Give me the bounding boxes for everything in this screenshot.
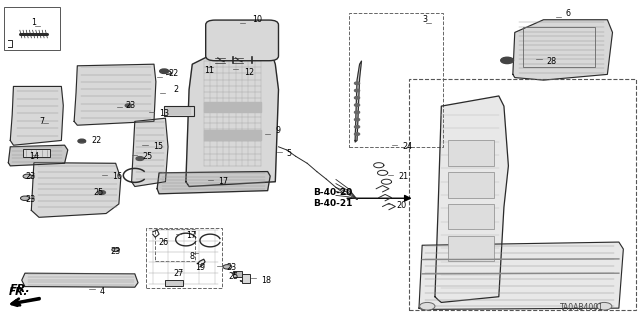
- Text: 22: 22: [92, 136, 102, 145]
- Text: 18: 18: [261, 276, 271, 285]
- Text: 3: 3: [422, 15, 427, 24]
- Text: 12: 12: [244, 68, 255, 77]
- Text: 23: 23: [25, 173, 35, 182]
- Bar: [242, 274, 250, 283]
- Text: FR.: FR.: [9, 287, 28, 297]
- Polygon shape: [22, 273, 138, 287]
- Bar: [166, 280, 183, 286]
- Polygon shape: [435, 96, 508, 302]
- Text: 26: 26: [159, 238, 168, 247]
- Text: 23: 23: [25, 195, 35, 204]
- Bar: [410, 79, 636, 310]
- Text: 15: 15: [153, 142, 163, 151]
- Text: FR.: FR.: [10, 285, 30, 294]
- Polygon shape: [157, 172, 270, 194]
- Text: 17: 17: [186, 231, 196, 240]
- Bar: [448, 236, 493, 261]
- Circle shape: [355, 111, 360, 114]
- Bar: [448, 140, 493, 166]
- Circle shape: [355, 89, 360, 92]
- Text: 16: 16: [113, 173, 122, 182]
- Circle shape: [596, 302, 612, 310]
- Bar: [523, 27, 595, 67]
- Text: 10: 10: [252, 15, 262, 24]
- Bar: [4, 7, 60, 50]
- Text: 23: 23: [111, 247, 121, 256]
- Text: 23: 23: [227, 263, 237, 272]
- Text: 6: 6: [566, 9, 571, 18]
- Polygon shape: [74, 64, 156, 125]
- Bar: [164, 106, 194, 116]
- Text: 17: 17: [218, 177, 228, 186]
- Text: 13: 13: [159, 109, 169, 118]
- Text: 21: 21: [399, 173, 409, 182]
- Text: TA0AB4001: TA0AB4001: [560, 303, 604, 312]
- Text: 19: 19: [195, 263, 205, 272]
- Polygon shape: [204, 130, 261, 140]
- Bar: [147, 228, 221, 288]
- Text: B-40-20: B-40-20: [314, 188, 353, 197]
- Circle shape: [500, 57, 513, 63]
- Bar: [23, 149, 50, 157]
- Text: 25: 25: [228, 271, 238, 281]
- Circle shape: [355, 82, 360, 85]
- Circle shape: [136, 157, 144, 160]
- Circle shape: [355, 118, 360, 121]
- Bar: [156, 229, 195, 261]
- Circle shape: [78, 139, 86, 143]
- Bar: [232, 271, 242, 277]
- Bar: [448, 172, 493, 197]
- Bar: [448, 204, 493, 229]
- Text: 11: 11: [204, 66, 214, 75]
- Circle shape: [223, 265, 232, 269]
- Text: 8: 8: [189, 252, 194, 261]
- Text: 27: 27: [173, 269, 184, 278]
- Circle shape: [125, 104, 132, 107]
- Text: 25: 25: [93, 188, 104, 197]
- Text: 9: 9: [275, 126, 280, 135]
- Polygon shape: [513, 20, 612, 80]
- Text: 14: 14: [29, 152, 39, 161]
- Circle shape: [355, 126, 360, 128]
- Text: 22: 22: [168, 69, 179, 78]
- Text: 25: 25: [143, 152, 153, 161]
- FancyBboxPatch shape: [205, 20, 278, 61]
- Circle shape: [355, 104, 360, 106]
- Text: 2: 2: [173, 85, 179, 94]
- Text: 20: 20: [397, 201, 407, 210]
- Circle shape: [355, 97, 360, 99]
- Text: 23: 23: [126, 101, 136, 110]
- Circle shape: [98, 191, 106, 195]
- Polygon shape: [419, 242, 623, 309]
- Text: 7: 7: [39, 117, 44, 126]
- Text: B-40-21: B-40-21: [314, 199, 353, 208]
- Polygon shape: [10, 86, 63, 145]
- Circle shape: [420, 302, 435, 310]
- Text: 24: 24: [403, 142, 413, 151]
- Polygon shape: [31, 163, 121, 217]
- Text: 1: 1: [31, 19, 36, 27]
- Circle shape: [160, 69, 169, 73]
- Circle shape: [355, 133, 360, 135]
- Polygon shape: [355, 61, 362, 142]
- Polygon shape: [132, 118, 168, 187]
- Bar: [349, 13, 444, 147]
- Polygon shape: [204, 102, 261, 113]
- Text: 5: 5: [287, 149, 292, 158]
- Polygon shape: [186, 52, 278, 187]
- Circle shape: [112, 248, 120, 252]
- Text: 4: 4: [100, 287, 105, 296]
- Circle shape: [20, 196, 29, 200]
- Text: 28: 28: [547, 56, 557, 65]
- Circle shape: [23, 174, 32, 179]
- Polygon shape: [8, 145, 68, 166]
